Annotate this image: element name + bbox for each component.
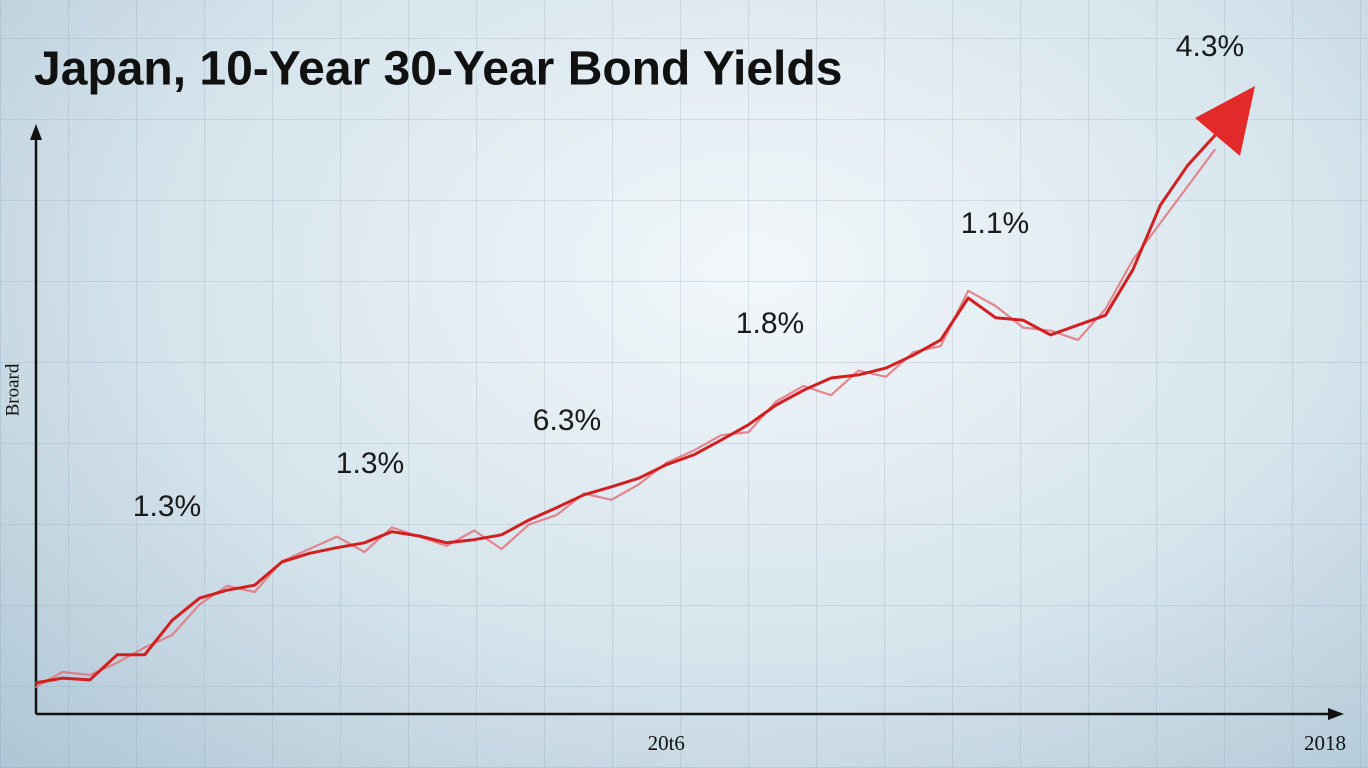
annotation: 6.3%	[533, 404, 601, 437]
x-tick-label: 20t6	[648, 731, 685, 755]
y-axis-arrow	[30, 124, 42, 140]
x-axis-arrow	[1328, 708, 1344, 720]
series-line	[34, 134, 1217, 685]
annotation: 1.3%	[133, 490, 201, 523]
trend-arrow	[1195, 86, 1255, 156]
annotation: 4.3%	[1176, 30, 1244, 63]
chart-title: Japan, 10-Year 30-Year Bond Yields	[34, 43, 842, 96]
annotation: 1.8%	[736, 307, 804, 340]
y-axis-label: Broard	[2, 363, 23, 416]
x-tick-label: 2018	[1304, 731, 1346, 755]
annotation: 1.1%	[961, 207, 1029, 240]
annotation: 1.3%	[336, 447, 404, 480]
series-line	[34, 148, 1217, 689]
